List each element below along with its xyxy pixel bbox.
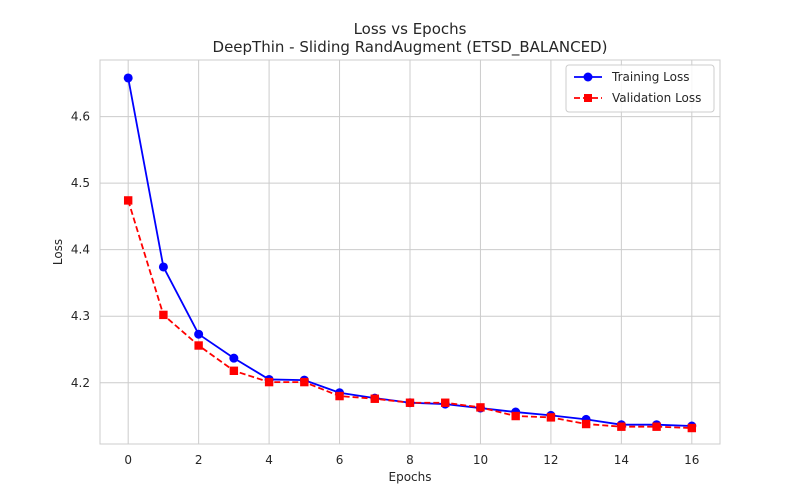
validation-loss-point: [264, 377, 274, 387]
validation-loss-point: [511, 411, 520, 421]
validation-loss-point: [335, 391, 344, 401]
x-tick-label: 8: [406, 453, 414, 467]
x-axis-label: Epochs: [389, 470, 432, 484]
x-tick-label: 0: [124, 453, 132, 467]
x-tick-label: 16: [684, 453, 699, 467]
validation-loss-point: [546, 413, 556, 422]
series-group: [123, 73, 697, 433]
axis-ticks: 0 2 4 6 8 10 12 14 16 4.2 4.3 4.4 4.5 4.6: [71, 110, 700, 467]
validation-loss-point: [370, 394, 379, 403]
y-tick-label: 4.2: [71, 376, 90, 390]
validation-loss-point: [476, 403, 485, 412]
legend-validation-swatch-marker: [584, 94, 592, 102]
x-tick-label: 14: [614, 453, 629, 467]
y-tick-label: 4.6: [71, 110, 90, 124]
training-loss-point: [123, 73, 133, 83]
validation-loss-point: [441, 398, 450, 407]
validation-loss-point: [123, 196, 133, 205]
validation-loss-point: [617, 422, 626, 431]
plot-area-frame: [99, 59, 721, 445]
training-loss-point: [194, 329, 204, 339]
legend-box: [565, 64, 715, 113]
chart-title: Loss vs Epochs: [354, 20, 467, 38]
grid: [100, 60, 720, 444]
legend: Training Loss Validation Loss: [565, 64, 715, 113]
legend-validation-label: Validation Loss: [612, 91, 701, 105]
y-axis-label: Loss: [51, 239, 65, 265]
x-tick-label: 12: [543, 453, 558, 467]
validation-loss-point: [687, 423, 697, 433]
validation-loss-point: [652, 422, 661, 431]
y-tick-label: 4.4: [71, 243, 90, 257]
series-validation-loss: [123, 196, 697, 433]
validation-loss-point: [159, 310, 168, 320]
training-loss-point: [158, 262, 168, 272]
x-tick-label: 10: [473, 453, 488, 467]
validation-loss-point: [300, 377, 309, 387]
x-tick-label: 6: [336, 453, 344, 467]
chart-subtitle: DeepThin - Sliding RandAugment (ETSD_BAL…: [213, 38, 608, 57]
validation-loss-point: [581, 419, 591, 429]
y-tick-label: 4.5: [71, 176, 90, 190]
x-tick-label: 4: [265, 453, 273, 467]
validation-loss-point: [405, 398, 415, 407]
x-tick-label: 2: [195, 453, 203, 467]
legend-training-swatch-marker: [583, 72, 593, 82]
validation-loss-point: [229, 366, 239, 375]
training-loss-point: [229, 353, 239, 363]
legend-training-label: Training Loss: [611, 70, 689, 84]
y-tick-label: 4.3: [71, 309, 90, 323]
validation-loss-point: [194, 341, 203, 350]
